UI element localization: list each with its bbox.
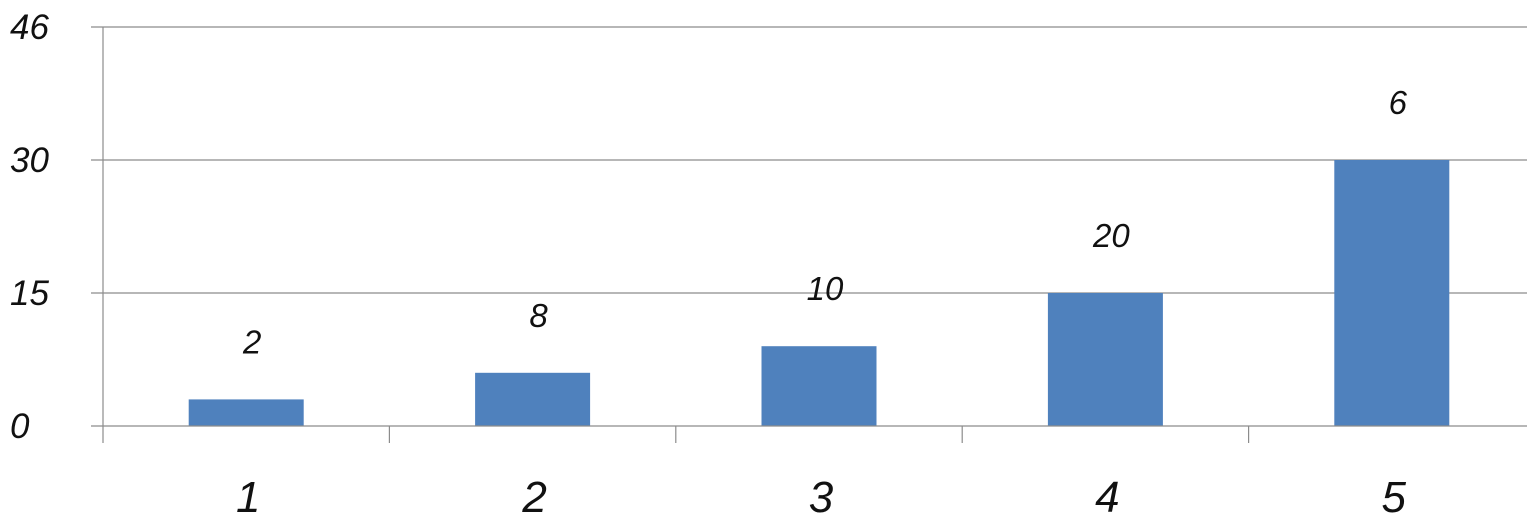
x-tick-label: 4 (1095, 473, 1119, 515)
data-label: 8 (529, 297, 548, 334)
x-tick-label: 1 (236, 473, 260, 515)
bar (1047, 293, 1163, 426)
bar (475, 372, 591, 426)
x-axis-tick-labels: 1 2 3 4 5 (236, 473, 1407, 515)
data-label: 6 (1389, 84, 1408, 121)
bar (188, 399, 304, 426)
data-labels: 2 8 10 20 6 (242, 84, 1408, 360)
x-axis (91, 27, 1527, 443)
bars (188, 160, 1450, 426)
y-tick-label: 30 (10, 141, 49, 180)
x-tick-label: 2 (521, 473, 546, 515)
gridlines (91, 26, 1527, 294)
y-tick-label: 46 (10, 8, 49, 47)
x-tick-label: 5 (1382, 473, 1407, 515)
bar (1334, 160, 1450, 426)
data-label: 2 (242, 323, 261, 360)
bar (761, 346, 877, 426)
data-label: 20 (1092, 217, 1130, 254)
data-label: 10 (807, 270, 844, 307)
y-tick-label: 15 (10, 274, 49, 313)
y-tick-label: 0 (10, 407, 30, 446)
y-axis-tick-labels: 0 15 30 46 (10, 8, 49, 446)
x-tick-label: 3 (809, 473, 834, 515)
